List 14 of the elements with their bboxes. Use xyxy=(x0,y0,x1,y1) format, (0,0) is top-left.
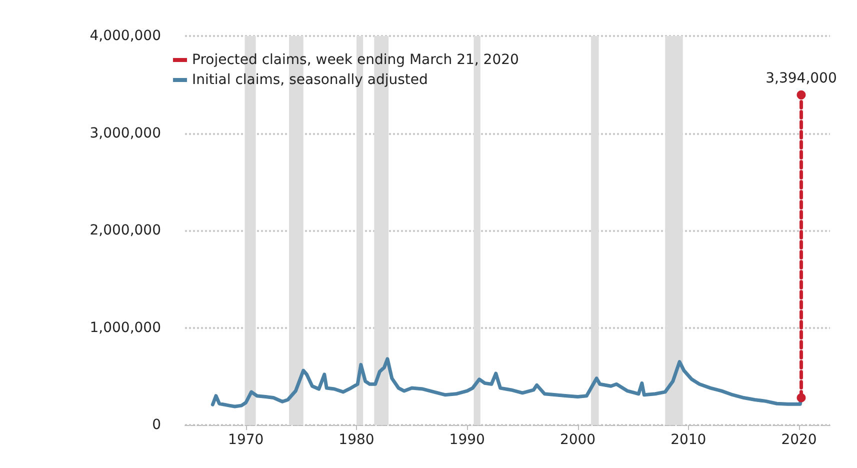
x-tick-label: 2020 xyxy=(781,432,817,448)
y-tick-label: 2,000,000 xyxy=(90,222,161,238)
y-tick-label: 0 xyxy=(152,417,161,433)
legend-label: Projected claims, week ending March 21, 2020 xyxy=(192,52,519,68)
x-tick-label: 2000 xyxy=(560,432,596,448)
x-tick-label: 2010 xyxy=(670,432,706,448)
y-tick-label: 3,000,000 xyxy=(90,125,161,142)
y-tick-label: 1,000,000 xyxy=(90,320,161,336)
data-label: 3,394,000 xyxy=(766,70,837,86)
legend-label: Initial claims, seasonally adjusted xyxy=(192,72,428,88)
x-tick-label: 1970 xyxy=(228,432,264,448)
y-tick-label: 4,000,000 xyxy=(90,28,161,44)
x-tick-label: 1980 xyxy=(338,432,374,448)
x-tick-label: 1990 xyxy=(449,432,485,448)
